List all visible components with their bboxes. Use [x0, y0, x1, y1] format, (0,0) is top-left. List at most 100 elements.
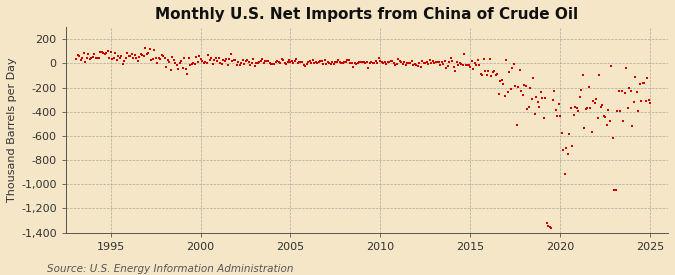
- Point: [556, 130, 567, 135]
- Point: [201, 61, 212, 66]
- Point: [120, 56, 131, 60]
- Point: [493, 92, 504, 96]
- Point: [384, 60, 395, 64]
- Point: [608, 135, 618, 140]
- Point: [460, 62, 471, 67]
- Point: [98, 50, 109, 55]
- Point: [233, 59, 244, 64]
- Point: [589, 100, 600, 105]
- Point: [105, 50, 116, 54]
- Point: [161, 65, 171, 69]
- Point: [364, 60, 375, 65]
- Point: [340, 60, 351, 64]
- Point: [221, 57, 232, 61]
- Point: [402, 61, 412, 65]
- Point: [561, 146, 572, 150]
- Point: [508, 62, 519, 66]
- Point: [171, 62, 182, 67]
- Point: [146, 57, 157, 62]
- Point: [453, 63, 464, 67]
- Point: [358, 60, 369, 64]
- Point: [279, 61, 290, 65]
- Point: [592, 116, 603, 121]
- Point: [619, 91, 630, 95]
- Point: [270, 59, 281, 64]
- Point: [375, 59, 386, 63]
- Point: [496, 78, 507, 82]
- Point: [292, 60, 303, 65]
- Point: [180, 67, 191, 71]
- Point: [554, 102, 564, 106]
- Point: [159, 56, 170, 60]
- Point: [219, 59, 230, 64]
- Point: [427, 59, 438, 64]
- Point: [502, 89, 513, 94]
- Point: [176, 59, 186, 64]
- Point: [86, 56, 97, 60]
- Point: [459, 52, 470, 56]
- Point: [76, 58, 86, 62]
- Point: [74, 54, 84, 59]
- Point: [588, 98, 599, 103]
- Point: [441, 66, 452, 70]
- Point: [439, 59, 450, 64]
- Point: [379, 60, 390, 65]
- Point: [591, 97, 601, 101]
- Point: [526, 97, 537, 101]
- Point: [369, 60, 380, 65]
- Point: [216, 62, 227, 66]
- Point: [134, 55, 144, 59]
- Point: [477, 73, 487, 77]
- Point: [630, 75, 641, 79]
- Point: [173, 67, 184, 72]
- Point: [263, 59, 273, 64]
- Point: [408, 63, 418, 67]
- Point: [392, 61, 402, 66]
- Point: [207, 61, 218, 66]
- Point: [111, 58, 122, 62]
- Point: [84, 57, 95, 61]
- Point: [631, 90, 642, 94]
- Point: [107, 57, 117, 62]
- Point: [636, 98, 647, 103]
- Point: [599, 115, 610, 119]
- Point: [543, 224, 554, 229]
- Point: [137, 53, 148, 57]
- Point: [174, 60, 185, 65]
- Point: [246, 61, 257, 65]
- Point: [339, 60, 350, 64]
- Point: [310, 60, 321, 64]
- Point: [92, 56, 103, 60]
- Point: [510, 84, 520, 88]
- Point: [520, 84, 531, 89]
- Point: [546, 226, 557, 230]
- Point: [362, 60, 373, 64]
- Point: [325, 62, 336, 66]
- Point: [404, 60, 414, 65]
- Point: [501, 58, 512, 63]
- Point: [605, 64, 616, 68]
- Point: [506, 86, 516, 91]
- Point: [298, 63, 309, 67]
- Point: [528, 76, 539, 80]
- Point: [405, 61, 416, 65]
- Point: [437, 60, 448, 64]
- Point: [400, 62, 411, 67]
- Point: [637, 81, 648, 86]
- Point: [189, 62, 200, 67]
- Point: [618, 119, 628, 123]
- Point: [642, 76, 653, 80]
- Point: [535, 89, 546, 94]
- Point: [547, 98, 558, 102]
- Point: [288, 60, 299, 65]
- Point: [471, 63, 482, 68]
- Point: [319, 57, 330, 62]
- Point: [500, 93, 510, 98]
- Point: [114, 56, 125, 60]
- Point: [77, 56, 88, 60]
- Point: [206, 56, 217, 60]
- Point: [202, 53, 213, 58]
- Point: [304, 59, 315, 64]
- Point: [585, 106, 595, 110]
- Point: [492, 72, 503, 76]
